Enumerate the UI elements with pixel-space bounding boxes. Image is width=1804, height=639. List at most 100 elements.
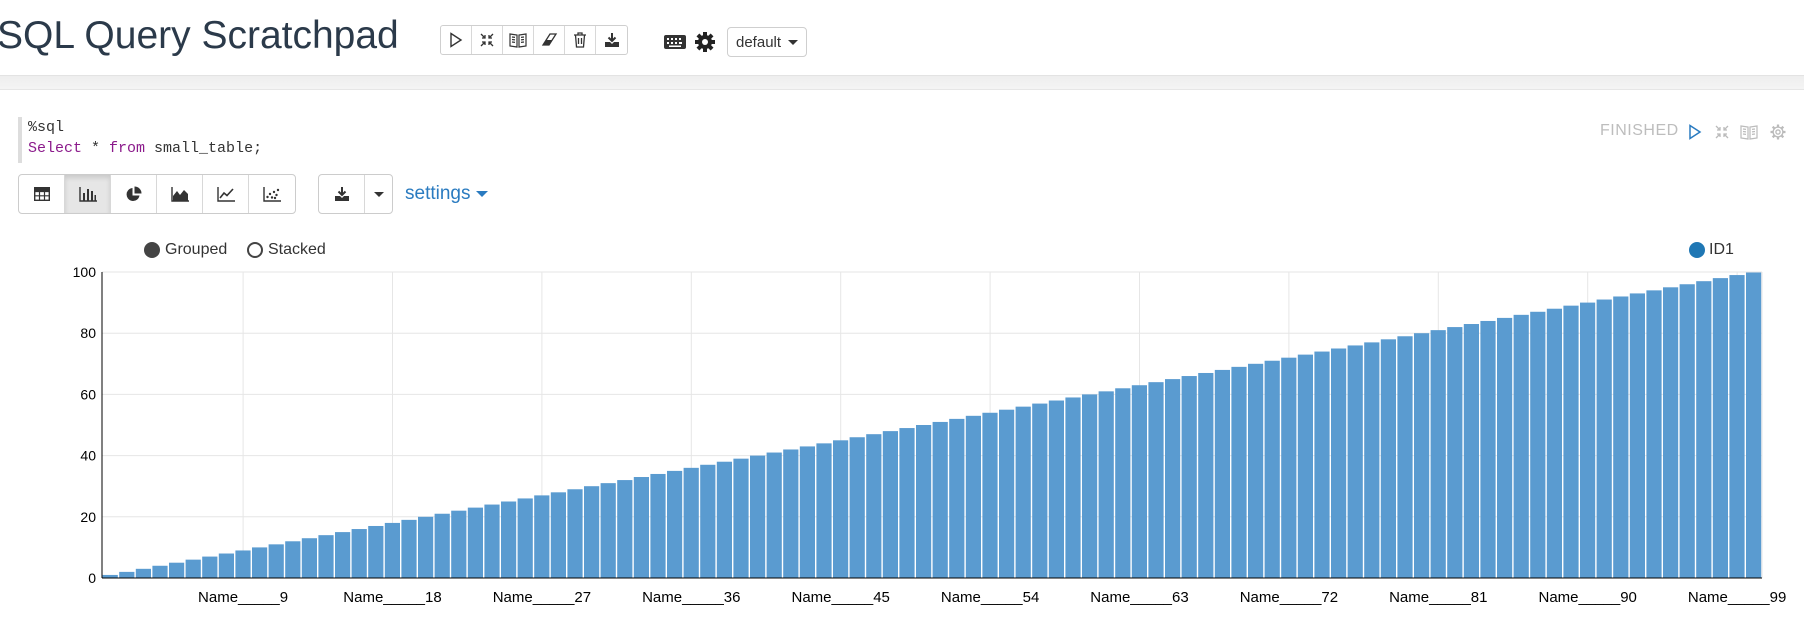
collapse-icon [480, 33, 494, 47]
bar [1613, 296, 1629, 578]
grouped-option[interactable]: Grouped [144, 241, 227, 259]
book-icon [1740, 125, 1758, 140]
collapse-all-button[interactable] [472, 26, 503, 54]
interpreter-binding-label: default [736, 33, 782, 51]
bar [1048, 400, 1064, 578]
paragraph-settings-button[interactable] [1767, 121, 1789, 143]
bar [899, 428, 915, 578]
stacked-label: Stacked [268, 241, 326, 258]
x-tick-label: Name_____54 [941, 589, 1039, 606]
bar [218, 553, 234, 578]
bar [1696, 281, 1712, 578]
scatter-chart-button[interactable] [249, 175, 295, 213]
bar [1480, 320, 1496, 578]
eraser-icon [541, 33, 557, 46]
bar [1746, 272, 1762, 578]
bar [1264, 360, 1280, 578]
bar [1281, 357, 1297, 578]
bar [1065, 397, 1081, 578]
notebook-title[interactable]: SQL Query Scratchpad [0, 14, 399, 57]
bar [1198, 372, 1214, 578]
header-separator [0, 75, 1804, 90]
x-tick-label: Name_____36 [642, 589, 740, 606]
gear-icon[interactable] [693, 30, 717, 54]
table-icon [33, 187, 50, 201]
download-icon [334, 187, 349, 201]
y-tick-label: 0 [88, 570, 96, 586]
hide-output-button[interactable] [1738, 121, 1760, 143]
x-tick-label: Name_____45 [791, 589, 889, 606]
series-legend-item[interactable]: ID1 [1689, 241, 1734, 259]
bar [1098, 391, 1114, 578]
bar [683, 467, 699, 578]
chevron-down-icon [476, 191, 489, 197]
bar [169, 562, 185, 578]
y-tick-label: 100 [73, 264, 97, 280]
export-note-button[interactable] [596, 26, 627, 54]
download-options-button[interactable] [365, 175, 392, 213]
pie-chart-button[interactable] [111, 175, 157, 213]
area-chart-button[interactable] [157, 175, 203, 213]
bar [1364, 342, 1380, 578]
bar [434, 513, 450, 578]
bar [1563, 305, 1579, 578]
bar [1447, 327, 1463, 578]
hide-editor-button[interactable] [1711, 121, 1733, 143]
bar [1397, 336, 1413, 578]
show-output-button[interactable] [503, 26, 534, 54]
bar [783, 449, 799, 578]
bar [1414, 333, 1430, 578]
bar [1181, 376, 1197, 578]
bar [600, 483, 616, 578]
remove-note-button[interactable] [565, 26, 596, 54]
bar [451, 510, 467, 578]
bar [716, 461, 732, 578]
bar [1430, 330, 1446, 578]
chart-settings-toggle[interactable]: settings [405, 183, 489, 205]
bar [1497, 317, 1513, 578]
bar [1032, 403, 1048, 578]
keyboard-icon[interactable] [663, 33, 687, 51]
table-view-button[interactable] [19, 175, 65, 213]
bar [384, 522, 400, 578]
x-tick-label: Name_____99 [1688, 589, 1786, 606]
bar [1530, 311, 1546, 578]
bar [617, 480, 633, 578]
bar [1297, 354, 1313, 578]
run-paragraph-button[interactable] [1684, 121, 1706, 143]
stacked-option[interactable]: Stacked [247, 241, 326, 259]
interpreter-binding-dropdown[interactable]: default [727, 27, 807, 57]
bar [534, 495, 550, 578]
bar [368, 525, 384, 578]
bar [1646, 290, 1662, 578]
bar-chart-button[interactable] [65, 175, 111, 213]
x-tick-label: Name_____9 [198, 589, 288, 606]
clear-output-button[interactable] [534, 26, 565, 54]
bar [1513, 314, 1529, 578]
download-data-button[interactable] [319, 175, 365, 213]
bar [418, 516, 434, 578]
line-chart-button[interactable] [203, 175, 249, 213]
bar [1463, 324, 1479, 578]
bar [1546, 308, 1562, 578]
play-icon [450, 32, 463, 48]
bar [1115, 388, 1131, 578]
bar [1248, 363, 1264, 578]
download-group [318, 174, 393, 214]
code-editor[interactable]: %sql Select * from small_table; [18, 117, 618, 163]
radio-selected-icon [144, 242, 160, 258]
bar [849, 437, 865, 578]
bar [650, 473, 666, 578]
bar [102, 574, 118, 578]
bar [285, 541, 301, 578]
x-tick-label: Name_____18 [343, 589, 441, 606]
play-icon [1689, 124, 1702, 140]
bar [401, 519, 417, 578]
chevron-down-icon [373, 191, 384, 197]
x-tick-label: Name_____90 [1538, 589, 1636, 606]
bar [932, 421, 948, 578]
run-all-button[interactable] [441, 26, 472, 54]
gear-icon [1770, 124, 1786, 140]
bar [501, 501, 517, 578]
series-name: ID1 [1709, 241, 1734, 258]
